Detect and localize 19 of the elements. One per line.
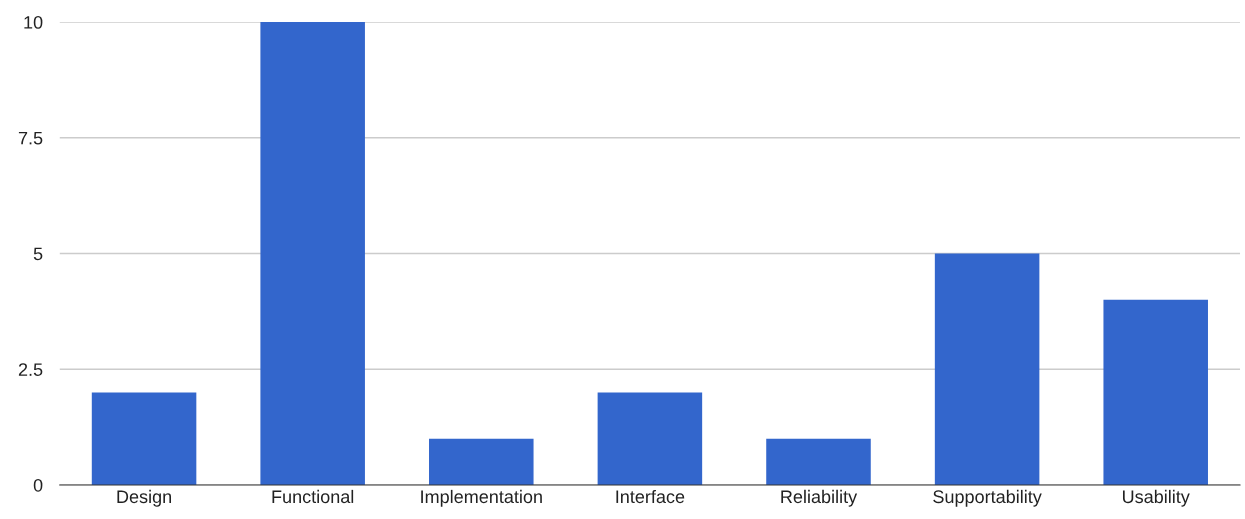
x-tick-label: Usability (1123, 489, 1190, 507)
y-tick-label: 10 (24, 15, 43, 29)
bar (429, 438, 534, 486)
x-tick-label: Interface (616, 489, 685, 504)
x-tick-label: Supportability (933, 489, 1042, 507)
bar (91, 392, 197, 486)
bar (766, 438, 871, 486)
x-tick-label: Reliability (781, 489, 858, 507)
bar (1103, 299, 1208, 486)
y-tick-label: 7.5 (18, 131, 43, 145)
bar (597, 392, 703, 486)
y-tick-label: 0 (33, 478, 43, 492)
y-tick-label: 2.5 (18, 363, 43, 376)
bar (260, 22, 365, 486)
bar (934, 253, 1040, 486)
y-tick-label: 5 (33, 247, 43, 261)
x-tick-label: Functional (272, 489, 354, 504)
x-tick-label: Design (117, 489, 171, 507)
x-tick-label: Implementation (421, 489, 542, 507)
